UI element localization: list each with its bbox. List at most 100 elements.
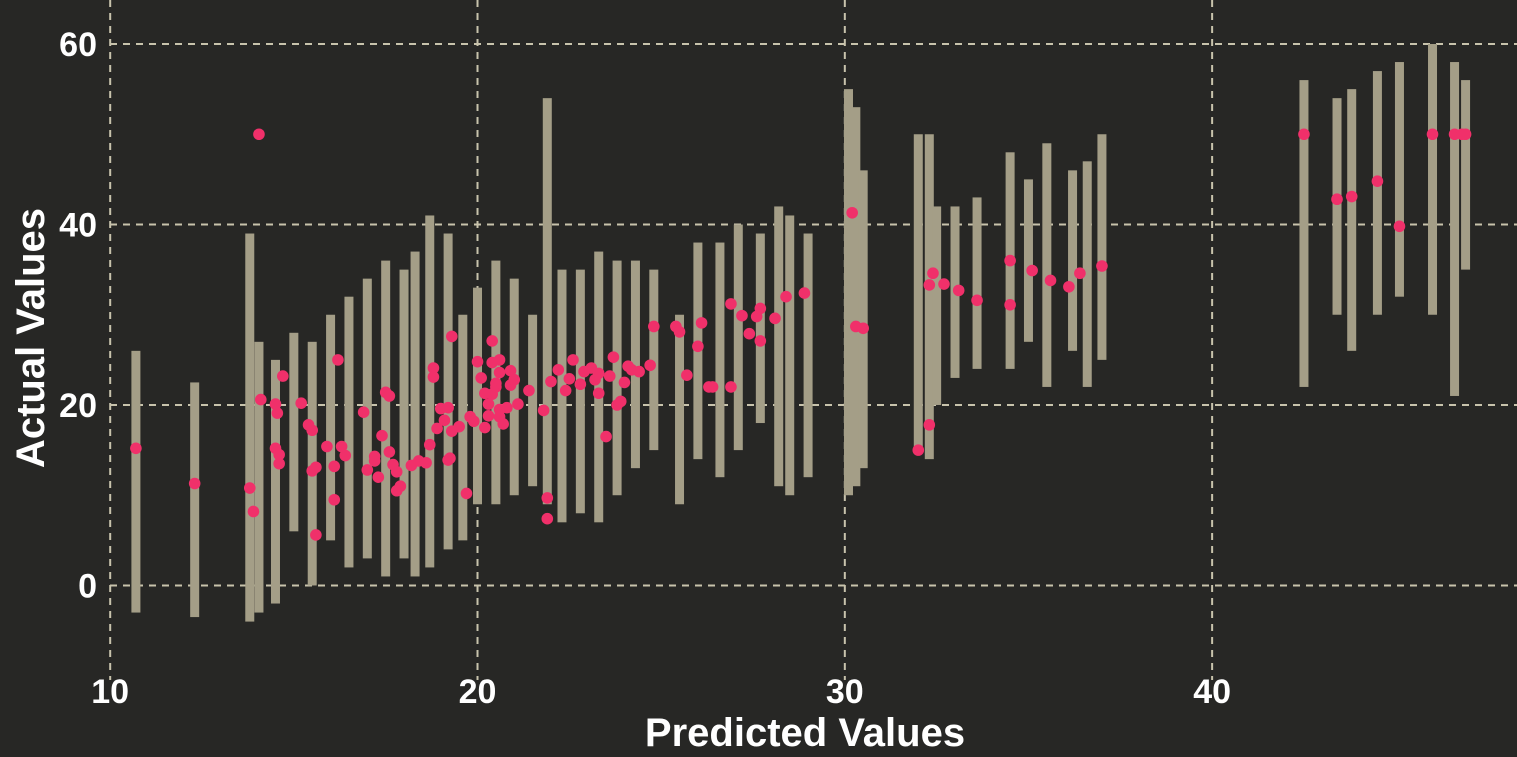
interval-bar: [326, 314, 336, 541]
interval-bar: [473, 287, 483, 505]
data-point: [1331, 193, 1343, 206]
data-point: [504, 364, 517, 377]
data-point: [938, 278, 950, 290]
data-point: [273, 457, 285, 470]
data-point: [130, 442, 142, 455]
data-point: [780, 290, 792, 303]
interval-bar: [755, 233, 765, 424]
data-points: [130, 128, 1472, 541]
data-point: [383, 390, 396, 402]
data-point: [339, 449, 352, 462]
data-point: [420, 456, 432, 469]
y-tick-label: 20: [59, 387, 97, 425]
interval-bar: [425, 215, 435, 568]
data-point: [368, 455, 381, 467]
interval-bar: [1299, 80, 1309, 387]
interval-bar: [803, 233, 813, 478]
data-point: [254, 393, 267, 406]
data-point: [1063, 280, 1075, 293]
data-point: [475, 372, 487, 384]
interval-bar: [1372, 71, 1382, 315]
data-point: [633, 365, 645, 378]
data-point: [618, 376, 631, 389]
data-point: [1393, 220, 1406, 233]
data-point: [501, 401, 513, 414]
data-point: [482, 398, 495, 410]
data-point: [188, 477, 201, 490]
data-point: [725, 381, 737, 393]
data-point: [912, 444, 925, 456]
data-point: [692, 340, 704, 353]
data-point: [769, 312, 781, 325]
interval-bar: [649, 269, 659, 451]
data-point: [295, 397, 307, 409]
data-point: [490, 377, 502, 390]
x-tick-label: 20: [459, 673, 497, 711]
interval-bar: [1023, 179, 1033, 342]
interval-bar: [932, 206, 942, 405]
data-point: [563, 373, 576, 385]
data-point: [493, 366, 506, 379]
data-point: [493, 354, 506, 366]
data-point: [497, 418, 510, 430]
interval-bar: [1332, 98, 1342, 315]
data-point: [438, 414, 451, 427]
data-point: [552, 363, 565, 376]
data-point: [310, 529, 322, 541]
interval-bar: [254, 341, 264, 613]
interval-bar: [557, 269, 567, 523]
y-tick-label: 60: [59, 26, 97, 64]
data-point: [541, 512, 554, 525]
data-point: [277, 370, 289, 382]
data-point: [328, 493, 341, 506]
data-point: [600, 430, 612, 443]
data-point: [1074, 267, 1086, 280]
data-point: [523, 384, 535, 397]
data-point: [512, 398, 524, 410]
data-point: [537, 404, 550, 417]
data-point: [1459, 128, 1472, 141]
data-point: [243, 482, 256, 494]
data-point: [383, 446, 396, 458]
data-point: [1345, 190, 1358, 203]
interval-bar: [612, 260, 622, 496]
data-point: [927, 267, 939, 280]
y-axis-title: Actual Values: [9, 208, 53, 468]
data-point: [923, 279, 936, 291]
data-point: [310, 461, 322, 474]
data-point: [798, 287, 811, 299]
interval-bar: [1082, 161, 1092, 387]
interval-bar: [575, 269, 585, 514]
data-point: [444, 452, 456, 465]
interval-bar: [843, 89, 853, 496]
interval-bar: [1461, 80, 1471, 270]
data-point: [486, 335, 498, 347]
data-point: [453, 420, 465, 433]
data-point: [335, 440, 348, 453]
interval-bar: [924, 134, 934, 460]
interval-bar: [715, 242, 725, 478]
data-point: [648, 320, 660, 333]
data-point: [471, 355, 484, 368]
data-point: [1371, 175, 1384, 187]
y-tick-label: 40: [59, 206, 97, 244]
data-point: [394, 480, 407, 493]
data-point: [567, 354, 579, 366]
x-tick-label: 30: [826, 673, 864, 711]
data-point: [592, 387, 605, 400]
data-point: [1096, 260, 1108, 272]
data-point: [376, 429, 388, 442]
data-point: [442, 401, 454, 414]
data-point: [508, 373, 521, 386]
data-point: [754, 335, 767, 347]
x-tick-label: 40: [1193, 673, 1231, 711]
interval-bar: [1042, 143, 1052, 387]
data-point: [271, 407, 284, 419]
tick-labels: 10 20 30 40 0 20 40 60: [59, 26, 1231, 711]
interval-bar: [1394, 62, 1404, 297]
data-point: [269, 398, 282, 410]
data-point: [681, 369, 693, 382]
data-point: [273, 448, 285, 461]
interval-bar: [362, 278, 372, 559]
